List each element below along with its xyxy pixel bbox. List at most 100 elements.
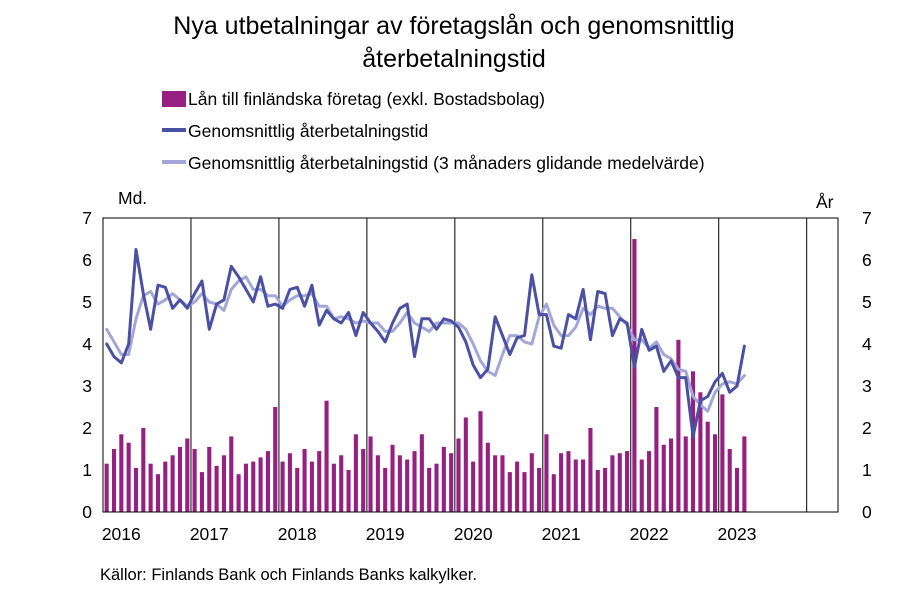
bar-loans <box>683 436 688 512</box>
bar-loans <box>280 461 285 512</box>
bar-loans <box>207 446 212 512</box>
right-y-tick-label: 3 <box>862 376 872 396</box>
bar-loans <box>309 461 314 512</box>
bar-loans <box>163 461 168 512</box>
chart-title: Nya utbetalningar av företagslån och gen… <box>0 10 908 76</box>
legend-label-maturity: Genomsnittlig återbetalningstid <box>188 121 429 141</box>
bar-loans <box>742 436 747 512</box>
bar-loans <box>133 467 139 512</box>
bar-loans <box>588 428 593 512</box>
left-y-tick-label: 5 <box>82 292 92 312</box>
bar-loans <box>734 467 740 512</box>
right-y-tick-label: 7 <box>862 208 872 228</box>
bar-loans <box>427 467 432 512</box>
bar-loans <box>185 438 190 512</box>
x-tick-label: 2020 <box>454 524 493 544</box>
bar-loans <box>331 463 336 512</box>
bar-loans <box>361 449 366 512</box>
legend-item-maturity-avg: Genomsnittlig återbetalningstid (3 månad… <box>162 152 705 184</box>
bar-loans <box>141 428 146 512</box>
bar-loans <box>639 459 644 512</box>
left-y-tick-label: 2 <box>82 418 92 438</box>
right-y-tick-label: 6 <box>862 250 872 270</box>
bar-loans <box>295 467 300 512</box>
bar-loans <box>273 407 278 512</box>
x-tick-label: 2019 <box>366 524 405 544</box>
legend-label-maturity-avg: Genomsnittlig återbetalningstid (3 månad… <box>188 153 705 173</box>
x-tick-label: 2017 <box>190 524 229 544</box>
bar-loans <box>390 444 395 512</box>
legend-swatch-loans <box>162 91 186 107</box>
legend-swatch-maturity-avg <box>162 160 186 164</box>
bar-loans <box>199 472 204 512</box>
left-y-tick-label: 3 <box>82 376 92 396</box>
bar-loans <box>493 455 498 512</box>
bar-loans <box>632 239 637 512</box>
bar-loans <box>148 463 153 512</box>
bar-loans <box>713 434 718 512</box>
legend-item-maturity: Genomsnittlig återbetalningstid <box>162 120 705 152</box>
right-y-tick-label: 4 <box>862 334 872 354</box>
left-y-tick-label: 7 <box>82 208 92 228</box>
bar-loans <box>324 400 329 512</box>
bar-loans <box>397 455 402 512</box>
bar-loans <box>456 438 461 512</box>
bar-loans <box>559 453 564 512</box>
left-y-tick-label: 1 <box>82 460 92 480</box>
bar-loans <box>236 474 241 512</box>
bar-loans <box>368 436 373 512</box>
left-y-tick-label: 6 <box>82 250 92 270</box>
bar-loans <box>617 453 622 512</box>
bar-loans <box>214 465 219 512</box>
bar-loans <box>610 455 615 512</box>
bar-loans <box>449 453 454 512</box>
x-tick-label: 2023 <box>718 524 757 544</box>
bar-loans <box>412 451 417 512</box>
source-note: Källor: Finlands Bank och Finlands Banks… <box>100 566 477 584</box>
bar-loans <box>155 474 161 512</box>
bar-loans <box>302 449 307 512</box>
bar-loans <box>551 474 556 512</box>
right-y-tick-label: 2 <box>862 418 872 438</box>
bar-loans <box>405 459 410 512</box>
bar-loans <box>544 434 549 512</box>
bar-loans <box>170 455 175 512</box>
bar-loans <box>705 421 710 512</box>
bar-loans <box>720 394 725 512</box>
chart-legend: Lån till finländska företag (exkl. Bosta… <box>162 88 705 184</box>
bar-loans <box>192 449 197 512</box>
left-y-tick-label: 4 <box>82 334 92 354</box>
bar-loans <box>529 453 534 512</box>
bar-loans <box>485 442 490 512</box>
bar-loans <box>698 392 703 512</box>
right-y-tick-label: 5 <box>862 292 872 312</box>
bar-loans <box>265 451 270 512</box>
bar-loans <box>383 467 388 512</box>
bar-loans <box>566 451 571 512</box>
bar-loans <box>522 472 527 512</box>
bar-loans <box>654 407 659 512</box>
bar-loans <box>625 451 630 512</box>
left-y-tick-label: 0 <box>82 502 92 522</box>
legend-label-loans: Lån till finländska företag (exkl. Bosta… <box>188 89 546 109</box>
bar-loans <box>676 339 681 512</box>
bar-loans <box>537 467 542 512</box>
left-axis-unit: Md. <box>118 188 148 208</box>
bar-loans <box>104 463 109 512</box>
bar-loans <box>258 457 263 512</box>
bar-loans <box>375 455 380 512</box>
right-axis-unit: År <box>816 192 834 212</box>
bar-loans <box>515 461 520 512</box>
chart-title-line-1: Nya utbetalningar av företagslån och gen… <box>173 12 735 40</box>
bar-loans <box>661 444 666 512</box>
bar-loans <box>353 434 358 512</box>
right-y-tick-label: 1 <box>862 460 872 480</box>
bar-loans <box>119 434 124 512</box>
bar-loans <box>221 455 226 512</box>
bar-loans <box>471 461 476 512</box>
x-tick-label: 2018 <box>278 524 317 544</box>
axes: 0 0 1 1 2 2 3 3 4 4 5 5 6 6 7 7 2016 2017 2018 2019 2020 2021… <box>82 208 872 544</box>
bar-loans <box>603 467 608 512</box>
legend-item-loans: Lån till finländska företag (exkl. Bosta… <box>162 88 705 120</box>
bar-loans <box>478 411 483 512</box>
